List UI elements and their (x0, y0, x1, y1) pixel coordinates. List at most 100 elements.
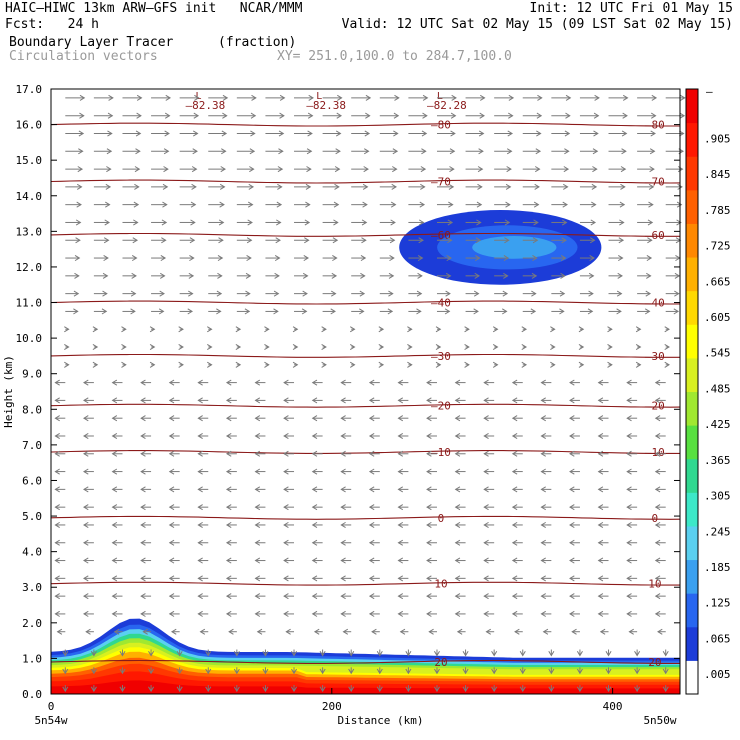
circulation-vector (208, 219, 225, 226)
circulation-vector (179, 255, 195, 262)
colorbar-label: .905 (704, 132, 731, 145)
circulation-vector (265, 148, 284, 155)
circulation-vector (148, 649, 155, 657)
circulation-vector (654, 415, 666, 422)
circulation-vector (179, 308, 194, 315)
circulation-vector (405, 685, 412, 693)
circulation-vector (151, 290, 165, 297)
circulation-vector (225, 557, 237, 564)
circulation-vector (340, 450, 352, 457)
temperature-contour-label: –70 (431, 176, 451, 189)
circulation-vector (483, 415, 495, 422)
circulation-vector (607, 344, 613, 351)
circulation-vector (494, 183, 512, 190)
circulation-vector (168, 379, 180, 386)
circulation-vector (494, 201, 511, 208)
minimum-marker: L (437, 91, 443, 102)
circulation-vector (151, 237, 167, 244)
circulation-vector (176, 667, 183, 675)
plot-frame (50, 88, 681, 695)
circulation-vector (379, 148, 399, 155)
y-tick-label: 15.0 (16, 154, 43, 167)
circulation-vector (494, 130, 514, 137)
circulation-vector (197, 521, 209, 528)
circulation-vector (140, 557, 152, 564)
circulation-vector (311, 593, 323, 600)
circulation-vector (608, 112, 628, 119)
colorbar-label: .185 (704, 561, 731, 574)
circulation-vector (311, 557, 323, 564)
circulation-vector (522, 272, 538, 279)
circulation-vector (322, 148, 341, 155)
circulation-vector (54, 504, 66, 511)
circulation-vector (597, 486, 609, 493)
temperature-contour-label: 20 (648, 656, 661, 669)
circulation-vector (54, 593, 66, 600)
valid-time: Valid: 12 UTC Sat 02 May 15 (09 LST Sat … (341, 17, 733, 32)
circulation-vector (254, 521, 266, 528)
circulation-vector (579, 183, 598, 190)
circulation-vector (54, 379, 66, 386)
circulation-vector (351, 255, 367, 262)
circulation-vector (626, 610, 638, 617)
circulation-vector (151, 183, 169, 190)
circulation-vector (408, 148, 427, 155)
circulation-vector (519, 685, 526, 693)
circulation-vector (397, 450, 409, 457)
circulation-vector (311, 521, 323, 528)
circulation-vector (571, 628, 580, 635)
circulation-vector (208, 272, 223, 279)
circulation-vector (292, 344, 299, 351)
circulation-vector (265, 255, 281, 262)
colorbar-segment (686, 122, 698, 157)
circulation-vector (397, 610, 409, 617)
circulation-vector (168, 397, 180, 404)
circulation-vector (225, 610, 237, 617)
circulation-vector (626, 468, 638, 475)
circulation-vector (283, 504, 295, 511)
colorbar-segment (686, 89, 698, 124)
circulation-vector (579, 219, 597, 226)
forecast-hour: Fcst: 24 h (5, 17, 99, 32)
circulation-vector (433, 685, 440, 693)
circulation-vector (225, 521, 237, 528)
circulation-vector (111, 521, 123, 528)
x-start-label: 5n54w (34, 714, 67, 727)
circulation-vector (540, 432, 552, 439)
circulation-vector (111, 504, 123, 511)
temperature-contour-line (50, 232, 680, 237)
circulation-vector (408, 183, 426, 190)
upper-tracer-patch (472, 235, 557, 259)
circulation-vector (407, 326, 413, 333)
circulation-vector (511, 450, 523, 457)
circulation-vector (491, 667, 498, 675)
circulation-vector (511, 379, 523, 386)
circulation-vector (379, 94, 400, 101)
circulation-vector (65, 183, 83, 190)
circulation-vector (208, 94, 229, 101)
colorbar-label: .665 (704, 275, 731, 288)
circulation-vector (236, 308, 251, 315)
circulation-vector (576, 667, 583, 675)
colorbar-label: .005 (704, 668, 731, 681)
circulation-vector (426, 610, 437, 617)
circulation-vector (111, 486, 123, 493)
circulation-vector (569, 397, 580, 404)
circulation-vector (511, 486, 523, 493)
circulation-vector (540, 539, 552, 546)
colorbar-segment (686, 660, 698, 695)
circulation-vector (168, 415, 180, 422)
circulation-vector (511, 593, 523, 600)
x-tick-label: 400 (603, 700, 623, 713)
circulation-vector (462, 685, 469, 693)
circulation-vector (208, 201, 225, 208)
y-tick-label: 13.0 (16, 225, 43, 238)
circulation-vector (511, 521, 523, 528)
circulation-vector (551, 166, 570, 173)
circulation-vector (634, 649, 641, 657)
colorbar-label: .845 (704, 168, 731, 181)
circulation-vector (540, 504, 552, 511)
circulation-vector (322, 237, 339, 244)
temperature-contour-line (50, 122, 680, 127)
circulation-vector (654, 450, 666, 457)
